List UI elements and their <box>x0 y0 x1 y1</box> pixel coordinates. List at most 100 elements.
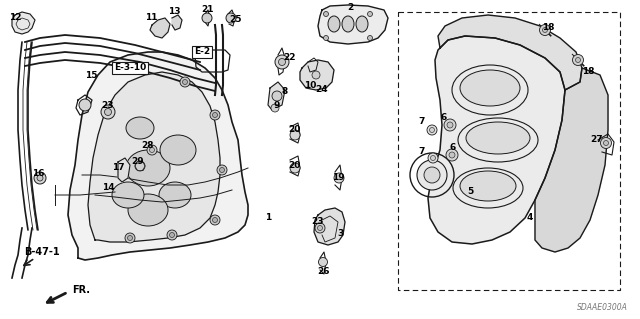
Circle shape <box>323 35 328 41</box>
Circle shape <box>540 25 550 35</box>
Text: 20: 20 <box>288 125 300 135</box>
Polygon shape <box>268 82 285 110</box>
Ellipse shape <box>126 117 154 139</box>
Text: E-3-10: E-3-10 <box>114 63 146 72</box>
Text: 5: 5 <box>467 188 473 197</box>
Circle shape <box>271 104 279 112</box>
Text: 7: 7 <box>419 117 425 127</box>
Circle shape <box>212 113 218 117</box>
Polygon shape <box>535 68 608 252</box>
Circle shape <box>167 230 177 240</box>
Polygon shape <box>438 15 582 90</box>
Circle shape <box>170 233 175 238</box>
Circle shape <box>428 153 438 163</box>
Text: 27: 27 <box>591 136 604 145</box>
Circle shape <box>210 110 220 120</box>
Polygon shape <box>300 60 334 90</box>
Text: 16: 16 <box>32 169 44 179</box>
Circle shape <box>135 161 145 171</box>
Text: 18: 18 <box>541 24 554 33</box>
Text: 17: 17 <box>112 164 124 173</box>
Text: 21: 21 <box>201 5 213 14</box>
Text: 7: 7 <box>419 147 425 157</box>
Text: 29: 29 <box>132 158 144 167</box>
Text: E-2: E-2 <box>194 48 210 56</box>
Polygon shape <box>118 158 130 182</box>
Text: 9: 9 <box>274 100 280 109</box>
Polygon shape <box>428 36 565 244</box>
Circle shape <box>127 235 132 241</box>
Ellipse shape <box>466 122 530 154</box>
Ellipse shape <box>159 182 191 208</box>
Polygon shape <box>68 52 248 260</box>
Ellipse shape <box>356 16 368 32</box>
Circle shape <box>34 172 46 184</box>
Circle shape <box>573 55 584 65</box>
Text: 18: 18 <box>582 68 595 77</box>
Circle shape <box>424 167 440 183</box>
Ellipse shape <box>126 150 170 186</box>
Circle shape <box>79 99 91 111</box>
Circle shape <box>278 58 285 65</box>
Circle shape <box>317 226 323 231</box>
Text: B-47-1: B-47-1 <box>24 247 60 257</box>
Text: 20: 20 <box>288 160 300 169</box>
Text: 6: 6 <box>450 144 456 152</box>
Circle shape <box>575 57 580 63</box>
Ellipse shape <box>460 70 520 106</box>
Circle shape <box>429 128 435 132</box>
Circle shape <box>290 163 300 173</box>
Text: 10: 10 <box>304 80 316 90</box>
Circle shape <box>147 145 157 155</box>
Text: 24: 24 <box>316 85 328 94</box>
Text: 28: 28 <box>141 140 154 150</box>
Circle shape <box>180 77 190 87</box>
Circle shape <box>446 149 458 161</box>
Ellipse shape <box>128 194 168 226</box>
Circle shape <box>275 55 289 69</box>
Text: 19: 19 <box>332 174 344 182</box>
Text: 11: 11 <box>145 13 157 23</box>
Circle shape <box>449 152 455 158</box>
Ellipse shape <box>460 171 516 201</box>
Text: 3: 3 <box>337 229 343 239</box>
Text: SDAAE0300A: SDAAE0300A <box>577 303 628 312</box>
Text: 23: 23 <box>102 100 115 109</box>
Circle shape <box>217 165 227 175</box>
Circle shape <box>290 130 300 140</box>
Circle shape <box>182 79 188 85</box>
Circle shape <box>447 122 453 128</box>
Circle shape <box>367 35 372 41</box>
Circle shape <box>125 233 135 243</box>
Polygon shape <box>318 5 388 44</box>
Ellipse shape <box>342 16 354 32</box>
Polygon shape <box>172 15 182 30</box>
Circle shape <box>150 147 154 152</box>
Text: 4: 4 <box>527 213 533 222</box>
Circle shape <box>367 11 372 17</box>
Text: 12: 12 <box>9 13 21 23</box>
Circle shape <box>543 27 547 33</box>
Circle shape <box>104 108 111 115</box>
Polygon shape <box>314 208 345 245</box>
Text: 13: 13 <box>168 8 180 17</box>
Circle shape <box>210 215 220 225</box>
Text: 1: 1 <box>265 213 271 222</box>
Text: 26: 26 <box>317 268 330 277</box>
Circle shape <box>319 257 328 266</box>
Text: 2: 2 <box>347 4 353 12</box>
Circle shape <box>226 13 236 23</box>
Circle shape <box>220 167 225 173</box>
Polygon shape <box>150 18 170 38</box>
Text: FR.: FR. <box>72 285 90 295</box>
Polygon shape <box>88 72 220 242</box>
Circle shape <box>431 155 435 160</box>
Circle shape <box>444 119 456 131</box>
Text: 25: 25 <box>228 16 241 25</box>
Text: 22: 22 <box>283 54 295 63</box>
Circle shape <box>334 173 344 183</box>
Circle shape <box>272 91 282 101</box>
Circle shape <box>315 223 325 233</box>
Polygon shape <box>12 12 35 34</box>
Ellipse shape <box>160 135 196 165</box>
